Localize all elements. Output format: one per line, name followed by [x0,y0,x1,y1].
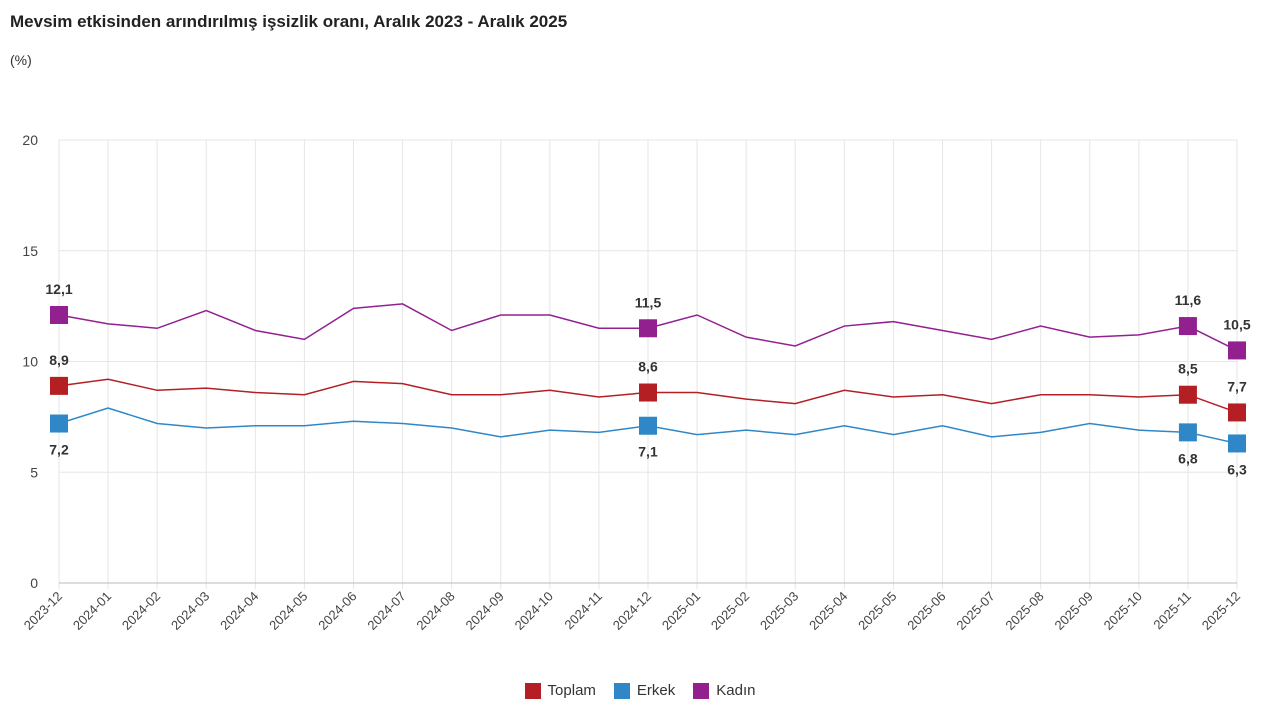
y-tick-label: 10 [22,354,38,370]
x-tick-label: 2025-07 [953,589,997,633]
data-marker [639,416,657,435]
data-marker [1228,341,1246,360]
x-tick-label: 2025-11 [1150,589,1194,633]
data-marker [639,383,657,402]
x-tick-label: 2025-03 [757,589,801,633]
legend-swatch [693,682,710,699]
data-label: 8,9 [49,352,69,368]
x-tick-label: 2025-08 [1002,589,1046,633]
x-tick-label: 2024-11 [561,589,605,633]
y-tick-label: 5 [30,464,38,480]
x-tick-label: 2024-01 [70,589,114,633]
legend-label: Toplam [547,682,596,699]
data-marker [1178,423,1197,442]
data-label: 8,5 [1178,361,1198,377]
x-tick-label: 2024-12 [610,589,654,633]
data-marker [1178,317,1197,336]
data-marker [50,376,68,395]
data-marker [50,414,68,433]
x-tick-label: 2025-04 [806,589,850,633]
x-tick-label: 2023-12 [21,589,65,633]
x-tick-label: 2024-08 [413,589,457,633]
data-label: 8,6 [638,359,658,375]
x-tick-label: 2024-02 [119,589,163,633]
x-tick-label: 2025-05 [855,589,899,633]
data-marker [1178,385,1197,404]
legend-swatch [524,682,541,699]
data-label: 6,8 [1178,450,1198,466]
x-tick-label: 2024-03 [168,589,212,633]
y-tick-label: 20 [22,132,38,148]
x-tick-label: 2025-06 [904,589,948,633]
data-label: 12,1 [45,281,72,297]
x-tick-label: 2024-09 [463,589,507,633]
legend-label: Kadın [716,682,756,699]
data-label: 11,5 [635,294,662,310]
y-tick-label: 15 [22,243,38,259]
data-label: 6,3 [1227,461,1247,477]
data-label: 7,1 [638,444,658,460]
x-tick-label: 2024-05 [266,589,310,633]
data-marker [1228,434,1246,453]
x-tick-label: 2025-02 [708,589,752,633]
legend-swatch [613,682,630,699]
x-tick-label: 2025-09 [1052,589,1096,633]
line-chart: 2023-12 2024-01 2024-02 2024-03 2024-04 2024-… [21,132,1251,633]
data-marker [639,319,657,338]
data-label: 7,2 [49,442,69,458]
legend-item-erkek[interactable]: Erkek [613,682,676,699]
data-marker [50,305,68,324]
x-tick-label: 2024-06 [315,589,359,633]
legend-item-toplam[interactable]: Toplam [524,682,596,699]
data-marker [1228,403,1246,422]
x-tick-label: 2025-12 [1199,589,1243,633]
legend: Toplam Erkek Kadın [0,682,1280,699]
x-tick-label: 2025-10 [1101,589,1145,633]
x-tick-label: 2024-04 [217,589,261,633]
chart-title: Mevsim etkisinden arındırılmış işsizlik … [10,12,568,31]
x-tick-label: 2025-01 [659,589,703,633]
y-tick-label: 0 [30,575,38,591]
data-label: 7,7 [1227,378,1247,394]
x-tick-label: 2024-07 [364,589,408,633]
legend-item-kadın[interactable]: Kadın [693,682,755,699]
unit-label: (%) [10,52,32,68]
data-label: 10,5 [1223,316,1250,332]
x-tick-label: 2024-10 [512,589,556,633]
data-label: 11,6 [1175,292,1202,308]
legend-label: Erkek [636,682,676,699]
